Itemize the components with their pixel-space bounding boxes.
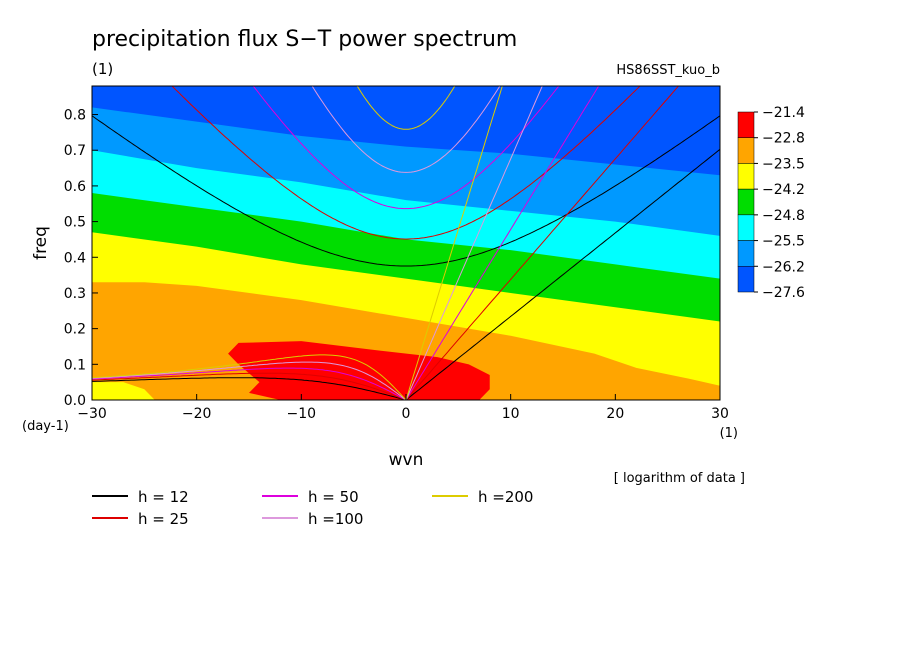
colorbar-swatch (737, 163, 755, 190)
y-tick-label: 0.1 (64, 357, 86, 373)
colorbar-label: −26.2 (762, 259, 805, 275)
x-tick-label: −10 (287, 406, 317, 422)
y-tick-label: 0.6 (64, 179, 86, 195)
x-tick-label: −20 (182, 406, 212, 422)
dispersion-rossby-h50 (92, 367, 407, 400)
dispersion-kelvin-h12 (405, 148, 720, 400)
data-note: [ logarithm of data ] (614, 471, 745, 486)
dispersion-gravity-h12 (92, 115, 720, 267)
chart-subtitle-right: HS86SST_kuo_b (616, 63, 720, 78)
dispersion-gravity-h200 (356, 86, 456, 130)
colorbar: −21.4 −22.8 −23.5 −24.2 −24.8 −25.5 −26.2 −27.6 (737, 105, 805, 301)
colorbar-swatch (737, 266, 755, 293)
contour-pocket-yellow (92, 382, 155, 400)
colorbar-label: −25.5 (762, 234, 805, 250)
legend: h = 12 h = 25 h = 50 h =100 h =200 (92, 488, 533, 528)
y-tick-label: 0.2 (64, 322, 86, 338)
dispersion-rossby-h100 (92, 361, 407, 400)
x-axis: −30 −20 −10 0 10 20 30 (77, 394, 729, 422)
colorbar-label: −27.6 (762, 285, 805, 301)
y-axis-unit: (day-1) (22, 419, 69, 434)
colorbar-swatch (737, 188, 755, 216)
colorbar-label: −21.4 (762, 105, 805, 121)
legend-label: h = 50 (308, 488, 359, 506)
dispersion-rossby-h25 (92, 372, 407, 400)
colorbar-label: −24.8 (762, 208, 805, 224)
colorbar-label: −22.8 (762, 131, 805, 147)
dispersion-kelvin-h50 (405, 86, 600, 400)
chart-title: precipitation flux S−T power spectrum (92, 27, 517, 52)
legend-label: h = 12 (138, 488, 189, 506)
legend-label: h =200 (478, 488, 533, 506)
plot-area (91, 85, 721, 401)
y-tick-label: 0.8 (64, 108, 86, 124)
legend-label: h = 25 (138, 510, 189, 528)
y-axis: 0.0 0.1 0.2 0.3 0.4 0.5 0.6 0.7 0.8 (64, 108, 98, 409)
dispersion-gravity-h25 (171, 86, 641, 240)
dispersion-rossby-h12 (92, 377, 407, 400)
colorbar-label: −23.5 (762, 156, 805, 172)
dispersion-kelvin-h200 (405, 86, 503, 400)
colorbar-swatch (737, 111, 755, 138)
x-tick-label: 10 (502, 406, 520, 422)
dispersion-rossby-h200 (92, 354, 407, 400)
colorbar-swatch (737, 240, 755, 267)
y-tick-label: 0.3 (64, 286, 86, 302)
x-tick-label: 20 (606, 406, 624, 422)
dispersion-gravity-h50 (252, 86, 560, 210)
x-tick-label: 30 (711, 406, 729, 422)
dispersion-kelvin-h25 (405, 86, 680, 400)
chart-subtitle-left: (1) (92, 60, 113, 78)
colorbar-label: −24.2 (762, 182, 805, 198)
colorbar-swatch (737, 137, 755, 164)
y-tick-label: 0.5 (64, 215, 86, 231)
dispersion-gravity-h100 (311, 86, 501, 173)
y-tick-label: 0.7 (64, 143, 86, 159)
legend-label: h =100 (308, 510, 363, 528)
colorbar-swatch (737, 214, 755, 241)
x-tick-label: 0 (402, 406, 411, 422)
dispersion-kelvin-h100 (405, 86, 543, 400)
x-axis-unit: (1) (720, 426, 738, 441)
y-axis-label: freq (31, 226, 51, 260)
x-tick-label: −30 (77, 406, 107, 422)
x-axis-label: wvn (389, 450, 424, 470)
y-tick-label: 0.0 (64, 393, 86, 409)
y-tick-label: 0.4 (64, 250, 86, 266)
